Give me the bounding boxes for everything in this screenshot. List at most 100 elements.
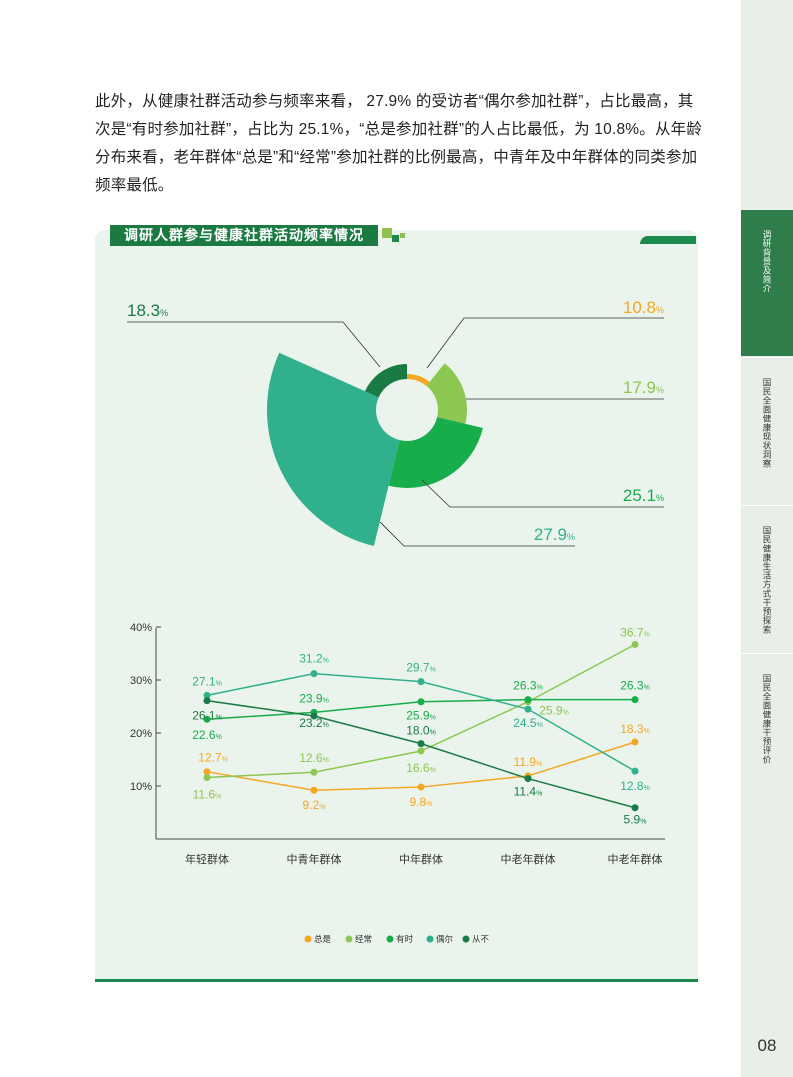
data-label-never: 5.9% <box>624 813 647 827</box>
sidebar-tab-label: 调研背景及简介 <box>762 230 772 293</box>
legend-marker-never <box>462 935 470 943</box>
data-label-sometimes: 25.9% <box>406 709 436 723</box>
section-sidebar: 调研背景及简介 国民全面健康现状洞察 国民健康生活方式干预探索 国民全面健康干预… <box>741 0 793 1077</box>
y-tick-label: 40% <box>130 622 152 634</box>
pie-label-always: 10.8% <box>623 298 664 317</box>
point-often <box>310 768 318 776</box>
x-tick-label: 中青年群体 <box>287 852 342 866</box>
data-label-never: 26.1% <box>192 709 222 723</box>
sidebar-tab-label: 国民健康生活方式干预探索 <box>762 526 772 634</box>
point-often <box>417 747 425 755</box>
sidebar-divider <box>741 505 793 506</box>
y-tick-label: 30% <box>130 675 152 687</box>
sidebar-tab-evaluation[interactable]: 国民全面健康干预评价 <box>741 654 793 800</box>
point-always <box>310 786 318 794</box>
sidebar-tab-lifestyle[interactable]: 国民健康生活方式干预探索 <box>741 506 793 652</box>
data-label-often: 11.6% <box>193 788 222 802</box>
sidebar-tab-label: 国民全面健康现状洞察 <box>762 378 772 468</box>
point-occasionally <box>524 705 532 713</box>
data-label-often: 25.9% <box>539 704 569 718</box>
title-decoration-square <box>382 228 392 238</box>
point-often <box>631 640 639 648</box>
data-label-occasionally: 24.5% <box>513 716 543 730</box>
point-sometimes <box>631 696 639 704</box>
point-occasionally <box>203 691 211 699</box>
point-always <box>203 768 211 776</box>
legend-marker-always <box>304 935 312 943</box>
point-never <box>417 740 425 748</box>
data-label-occasionally: 27.1% <box>192 674 222 688</box>
pie-leader-line <box>421 479 664 508</box>
data-label-often: 36.7% <box>620 625 650 639</box>
data-label-often: 16.6% <box>406 761 436 775</box>
point-never <box>203 697 211 705</box>
point-always <box>631 738 639 746</box>
data-label-always: 12.7% <box>198 751 228 765</box>
data-label-occasionally: 12.8% <box>620 779 650 793</box>
data-label-occasionally: 29.7% <box>406 661 436 675</box>
data-label-sometimes: 23.9% <box>299 691 329 705</box>
point-sometimes <box>203 715 211 723</box>
legend-label-always: 总是 <box>314 934 332 944</box>
pie-leader-line <box>127 321 381 368</box>
data-label-occasionally: 31.2% <box>299 652 329 666</box>
point-never <box>524 775 532 783</box>
title-decoration-square <box>392 235 399 242</box>
pie-slice-occasionally <box>267 352 400 547</box>
data-label-sometimes: 26.3% <box>620 679 650 693</box>
point-always <box>417 783 425 791</box>
data-label-always: 11.9% <box>514 755 543 769</box>
point-occasionally <box>417 678 425 686</box>
y-tick-label: 20% <box>130 728 152 740</box>
sidebar-tab-background[interactable]: 调研背景及简介 <box>741 210 793 356</box>
data-label-always: 9.8% <box>410 795 433 809</box>
sidebar-divider <box>741 653 793 654</box>
legend-label-occasionally: 偶尔 <box>436 934 454 944</box>
pie-leader-line <box>379 521 575 547</box>
point-often <box>203 774 211 782</box>
x-tick-label: 中年群体 <box>399 852 443 866</box>
legend-marker-occasionally <box>426 935 434 943</box>
pie-label-occasionally: 27.9% <box>534 525 575 544</box>
panel-bottom-rule <box>95 979 698 982</box>
data-label-sometimes: 26.3% <box>513 679 543 693</box>
data-label-always: 18.3% <box>620 722 650 736</box>
point-sometimes <box>417 698 425 706</box>
sidebar-divider <box>741 357 793 358</box>
title-decoration-square <box>400 233 405 238</box>
pie-slice-sometimes <box>388 417 483 488</box>
chart-title: 调研人群参与健康社群活动频率情况 <box>124 227 364 243</box>
data-label-never: 11.4% <box>514 785 543 799</box>
y-tick-label: 10% <box>130 781 152 793</box>
sidebar-tab-health-status[interactable]: 国民全面健康现状洞察 <box>741 358 793 504</box>
legend-marker-sometimes <box>386 935 394 943</box>
pie-slice-always <box>407 374 430 386</box>
chart-panel <box>95 230 698 980</box>
legend-label-sometimes: 有时 <box>396 934 414 944</box>
page-number: 08 <box>757 1036 777 1055</box>
pie-slice-often <box>426 363 467 424</box>
legend-marker-often <box>345 935 353 943</box>
pie-leader-line <box>426 317 664 369</box>
sidebar-tab-label: 国民全面健康干预评价 <box>762 674 772 764</box>
point-never <box>310 712 318 720</box>
data-label-never: 23.2% <box>299 716 329 730</box>
pie-slice-never <box>365 364 407 398</box>
pie-label-sometimes: 25.1% <box>623 486 664 505</box>
pie-label-never: 18.3% <box>127 301 168 320</box>
body-paragraph: 此外，从健康社群活动参与频率来看， 27.9% 的受访者“偶尔参加社群”，占比最… <box>95 93 703 194</box>
panel-corner-decoration <box>640 236 696 244</box>
point-occasionally <box>631 767 639 775</box>
legend-label-often: 经常 <box>355 934 372 944</box>
data-label-sometimes: 22.6% <box>192 728 222 742</box>
legend-label-never: 从不 <box>472 934 490 944</box>
point-occasionally <box>310 670 318 678</box>
x-tick-label: 中老年群体 <box>608 852 663 866</box>
chart-title-background <box>110 225 378 246</box>
data-label-often: 12.6% <box>299 751 329 765</box>
data-label-never: 18.0% <box>406 724 436 738</box>
x-tick-label: 中老年群体 <box>501 852 556 866</box>
point-never <box>631 804 639 812</box>
data-label-always: 9.2% <box>303 798 326 812</box>
